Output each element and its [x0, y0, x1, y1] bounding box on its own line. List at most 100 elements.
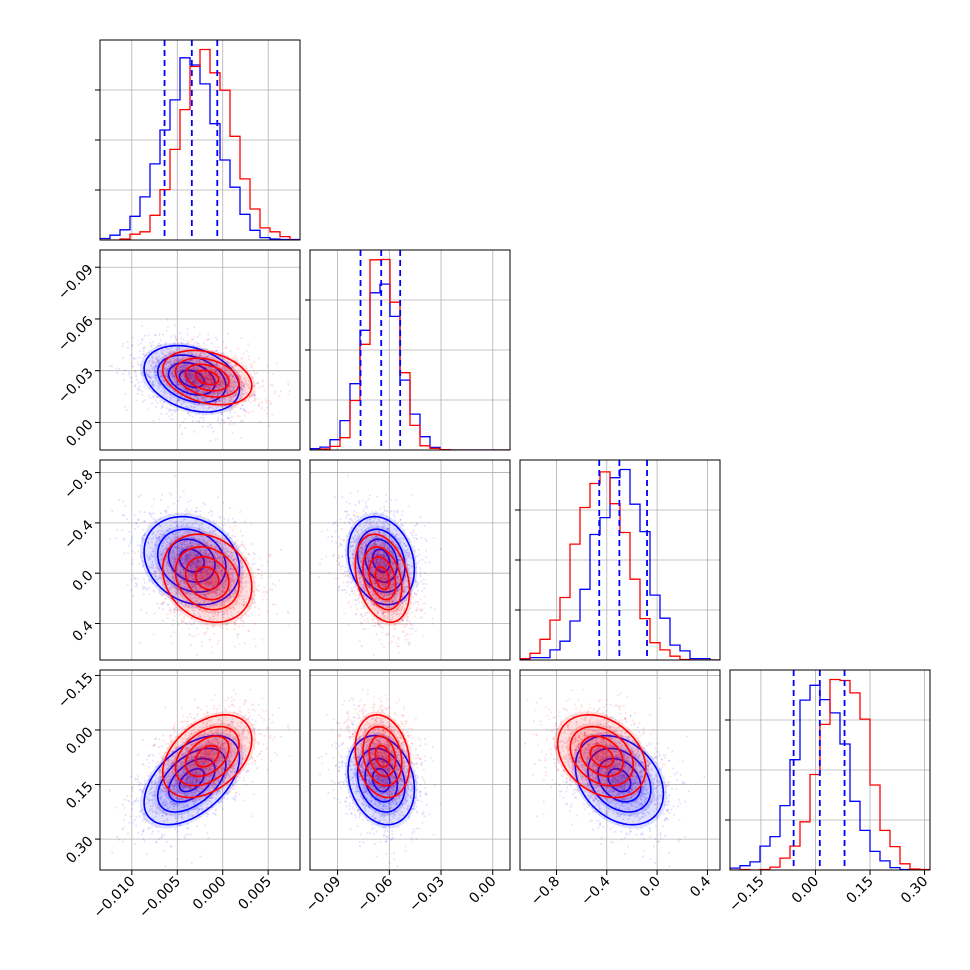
sample-point	[186, 328, 189, 330]
sample-point	[232, 416, 235, 419]
sample-point	[151, 505, 154, 508]
sample-point	[226, 388, 229, 391]
sample-point	[231, 517, 234, 520]
sample-point	[152, 498, 155, 501]
sample-point	[218, 399, 221, 402]
sample-point	[131, 574, 134, 577]
sample-point	[173, 366, 176, 368]
sample-point	[242, 393, 245, 396]
sample-point	[241, 388, 244, 391]
sample-point	[164, 349, 167, 352]
sample-point	[215, 336, 218, 339]
sample-point	[206, 377, 209, 380]
sample-point	[220, 381, 223, 384]
sample-point	[148, 375, 151, 378]
sample-point	[205, 386, 208, 389]
sample-point	[177, 358, 180, 361]
sample-point	[216, 392, 219, 395]
sample-point	[232, 384, 235, 387]
sample-point	[197, 376, 200, 379]
sample-point	[194, 379, 197, 382]
sample-point	[198, 377, 201, 380]
sample-point	[184, 389, 187, 391]
sample-point	[169, 350, 172, 353]
sample-point	[200, 372, 203, 375]
sample-point	[141, 393, 144, 396]
sample-point	[210, 379, 213, 382]
sample-point	[156, 359, 159, 362]
sample-point	[231, 431, 234, 434]
sample-point	[269, 403, 272, 406]
sample-point	[233, 405, 236, 408]
sample-point	[188, 372, 191, 375]
sample-point	[197, 366, 200, 369]
sample-point	[171, 372, 173, 375]
sample-point	[201, 416, 204, 419]
sample-point	[208, 406, 211, 408]
sample-point	[261, 569, 263, 572]
sample-point	[210, 645, 213, 648]
sample-point	[149, 341, 152, 344]
sample-point	[196, 390, 199, 393]
sample-point	[192, 344, 195, 347]
sample-point	[242, 384, 245, 387]
sample-point	[238, 643, 241, 646]
sample-point	[189, 375, 192, 377]
sample-point	[137, 550, 140, 553]
sample-point	[184, 379, 187, 382]
sample-point	[247, 343, 250, 346]
sample-point	[145, 369, 148, 372]
sample-point	[238, 371, 240, 374]
sample-point	[224, 523, 227, 526]
sample-point	[234, 383, 236, 386]
sample-point	[168, 410, 171, 413]
sample-point	[203, 387, 206, 389]
sample-point	[220, 377, 223, 380]
sample-point	[192, 380, 195, 383]
sample-point	[218, 384, 221, 387]
sample-point	[219, 384, 222, 387]
sample-point	[198, 360, 201, 363]
sample-point	[203, 347, 206, 350]
sample-point	[228, 385, 231, 388]
sample-point	[170, 372, 173, 375]
sample-point	[148, 511, 151, 514]
sample-point	[196, 383, 199, 385]
sample-point	[154, 370, 157, 373]
sample-point	[194, 379, 197, 382]
sample-point	[196, 373, 199, 376]
sample-point	[205, 390, 208, 393]
sample-point	[215, 364, 218, 367]
sample-point	[188, 374, 191, 377]
sample-point	[180, 375, 183, 378]
sample-point	[233, 388, 236, 391]
sample-point	[197, 376, 200, 379]
sample-point	[226, 381, 229, 384]
sample-point	[147, 408, 150, 411]
sample-point	[192, 375, 195, 378]
sample-point	[208, 338, 210, 341]
sample-point	[192, 367, 195, 370]
sample-point	[232, 386, 234, 389]
sample-point	[200, 391, 203, 394]
sample-point	[215, 349, 218, 352]
sample-point	[213, 391, 216, 394]
sample-point	[234, 354, 237, 357]
sample-point	[231, 408, 234, 411]
sample-point	[155, 351, 157, 354]
sample-point	[172, 356, 175, 359]
sample-point	[195, 359, 198, 362]
sample-point	[189, 359, 192, 362]
sample-point	[196, 403, 199, 405]
sample-point	[230, 373, 233, 376]
sample-point	[155, 365, 158, 368]
sample-point	[201, 640, 203, 643]
y-tick-label: −0.06	[55, 313, 97, 355]
sample-point	[205, 356, 208, 359]
sample-point	[228, 373, 231, 376]
sample-point	[233, 364, 236, 367]
sample-point	[145, 354, 148, 356]
sample-point	[216, 372, 219, 375]
scatter-contour	[109, 318, 291, 443]
sample-point	[268, 425, 271, 428]
